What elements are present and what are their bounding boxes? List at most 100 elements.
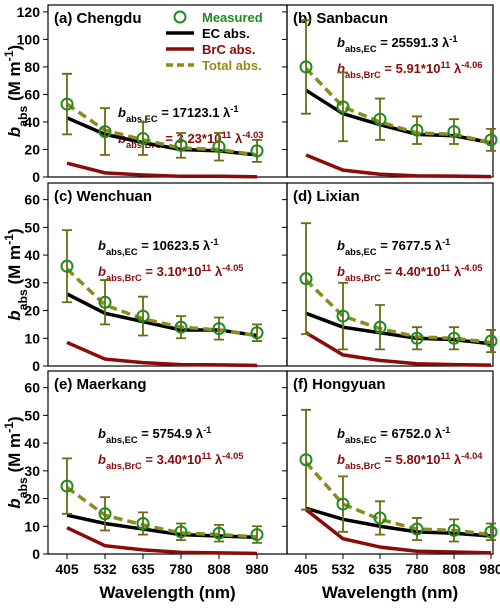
measured-point	[212, 322, 226, 336]
formula-part: (M m	[5, 245, 24, 289]
x-tick-label: 808	[207, 561, 231, 577]
formula: babs,BrC = 5.80*1011 λ-4.04	[337, 451, 483, 471]
panel-title: (e) Maerkang	[54, 376, 147, 393]
series-line	[65, 486, 258, 539]
y-tick-label: 50	[24, 219, 40, 235]
measured-point	[250, 326, 264, 340]
error-bar	[338, 281, 348, 351]
formula-part: b	[98, 238, 106, 253]
x-tick-label: 808	[442, 561, 466, 577]
formula-part: = 5754.9 λ	[138, 426, 204, 441]
formula-part: = 4.40*10	[381, 264, 441, 279]
error-bar	[449, 518, 459, 543]
formula-part: abs,EC	[345, 44, 377, 54]
formula: babs,EC = 5754.9 λ-1	[98, 425, 211, 445]
formula-part: b	[118, 105, 126, 120]
measured-point	[299, 60, 313, 74]
error-bar	[301, 19, 311, 115]
x-axis-label: Wavelength (nm)	[99, 583, 235, 602]
series-line	[66, 340, 258, 368]
formula: babs,EC = 6752.0 λ-1	[337, 425, 450, 445]
error-bar	[412, 326, 422, 351]
formula-part: -1	[230, 104, 238, 114]
y-tick-label: 60	[24, 380, 40, 396]
error-bar	[138, 295, 148, 337]
measured-point	[250, 144, 264, 158]
error-bar	[301, 408, 311, 511]
measured-point	[410, 123, 424, 137]
panel-title: (b) Sanbacun	[293, 10, 388, 27]
series-line	[304, 278, 492, 345]
formula: babs,EC = 7677.5 λ-1	[337, 237, 450, 257]
measured-point	[174, 138, 188, 152]
formula-part: -4.06	[461, 60, 482, 70]
y-tick-label: 50	[24, 407, 40, 423]
formula-part: abs,BrC	[106, 461, 142, 471]
measured-point	[174, 320, 188, 334]
formula-part: abs,EC	[106, 435, 138, 445]
error-bar	[449, 326, 459, 351]
measured-point	[336, 100, 350, 114]
series-line	[66, 292, 258, 338]
error-bar	[486, 127, 496, 152]
formula-part: λ	[211, 452, 223, 467]
x-axis-label: Wavelength (nm)	[322, 583, 458, 602]
formula-part: λ	[231, 131, 243, 146]
formula: babs,EC = 25591.3 λ-1	[337, 34, 458, 54]
formula-part: abs	[16, 477, 30, 498]
x-tick-label: 980	[479, 561, 500, 577]
formula-part: -1	[2, 422, 16, 433]
formula-part: = 10623.5 λ	[138, 238, 211, 253]
error-bar	[100, 496, 110, 532]
x-tick-label: 532	[93, 561, 117, 577]
series-line	[66, 161, 258, 179]
formula-part: b	[337, 61, 345, 76]
formula-part: b	[98, 452, 106, 467]
formula-part: = 3.23*10	[162, 131, 222, 146]
series-line	[65, 267, 258, 338]
plot-frame	[286, 4, 494, 178]
y-tick-label: 20	[24, 141, 40, 157]
formula-part: )	[5, 45, 24, 51]
y-tick-label: 60	[24, 192, 40, 208]
formula-part: 11	[201, 451, 211, 461]
legend-label: BrC abs.	[202, 42, 255, 57]
error-bar	[62, 72, 72, 136]
measured-point	[373, 112, 387, 126]
y-tick-label: 20	[24, 491, 40, 507]
formula-part: abs	[16, 289, 30, 310]
formula-part: b	[337, 35, 345, 50]
formula: babs,BrC = 4.40*1011 λ-4.05	[337, 263, 482, 283]
measured-point	[60, 259, 74, 273]
error-bar	[486, 329, 496, 354]
measured-point	[98, 295, 112, 309]
formula-part: -1	[442, 425, 450, 435]
formula-part: -1	[2, 50, 16, 61]
y-tick-label: 30	[24, 275, 40, 291]
formula-part: 11	[440, 60, 450, 70]
legend-label: Measured	[202, 10, 263, 25]
formula-part: λ	[450, 61, 462, 76]
measured-point	[336, 497, 350, 511]
measured-point	[484, 525, 498, 539]
measured-point	[447, 331, 461, 345]
formula-part: -1	[442, 237, 450, 247]
formula-part: b	[98, 264, 106, 279]
series-line	[66, 526, 258, 556]
formula-part: b	[98, 426, 106, 441]
y-tick-label: 0	[32, 169, 40, 185]
measured-point	[373, 511, 387, 525]
error-bar	[100, 279, 110, 326]
measured-point	[136, 309, 150, 323]
error-bar	[138, 121, 148, 156]
x-tick-label: 532	[331, 561, 355, 577]
error-bar	[412, 517, 422, 542]
formula: babs,BrC = 3.40*1011 λ-4.05	[98, 451, 243, 471]
measured-point	[98, 507, 112, 521]
measured-point	[299, 272, 313, 286]
formula-part: 11	[440, 263, 450, 273]
formula-part: = 25591.3 λ	[377, 35, 450, 50]
formula-part: -4.04	[461, 451, 483, 461]
formula-part: -4.05	[222, 263, 243, 273]
